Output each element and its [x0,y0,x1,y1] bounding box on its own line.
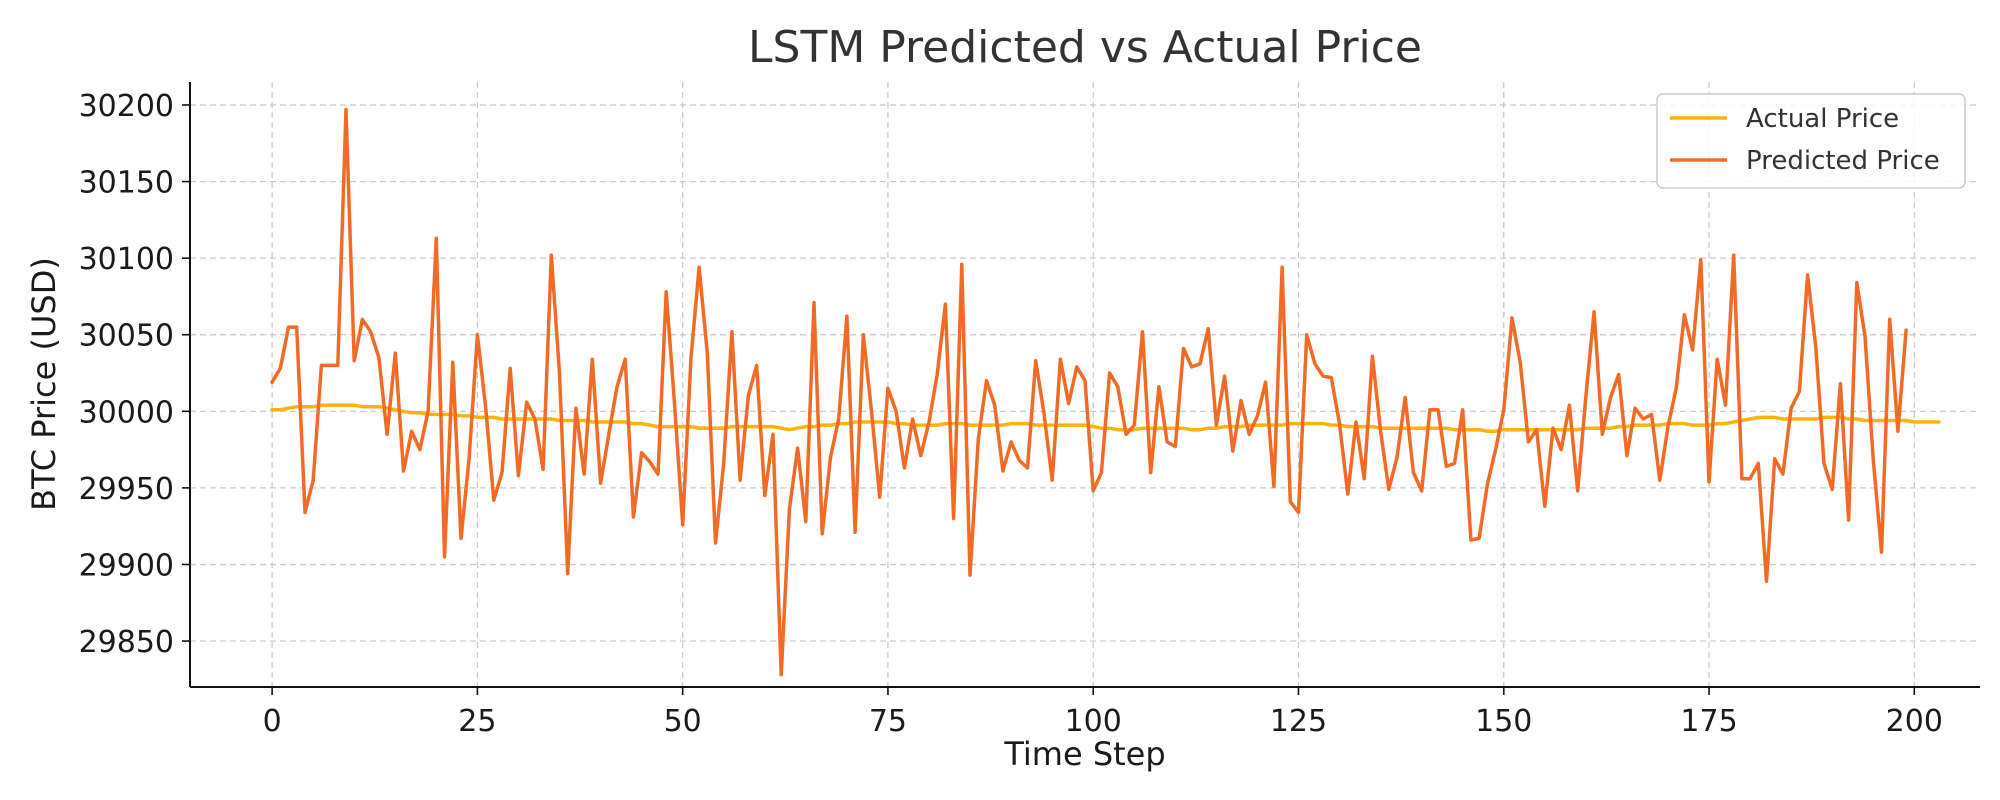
y-tick-label: 29850 [79,625,174,660]
x-tick-label: 150 [1475,704,1532,739]
predicted-price-line [270,107,1908,677]
y-tick-label: 30150 [79,166,174,201]
chart-title: LSTM Predicted vs Actual Price [748,22,1422,73]
legend: Actual Price Predicted Price [1656,93,1966,189]
y-tick-label: 29950 [79,472,174,507]
y-axis-ticks: 29850 29900 29950 30000 30050 30100 30150 30200 [79,89,190,660]
x-tick-label: 25 [458,704,496,739]
legend-label-predicted: Predicted Price [1746,146,1940,176]
x-tick-label: 0 [263,704,282,739]
y-tick-label: 30200 [79,89,174,124]
y-axis-label: BTC Price (USD) [25,257,63,511]
x-axis-ticks: 0 25 50 75 100 125 150 175 200 [263,687,1943,739]
x-tick-label: 50 [664,704,702,739]
legend-label-actual: Actual Price [1746,104,1899,134]
legend-frame [1656,93,1966,189]
x-tick-label: 100 [1065,704,1122,739]
x-axis-label: Time Step [1003,735,1165,773]
x-tick-label: 175 [1680,704,1737,739]
x-tick-label: 200 [1886,704,1943,739]
x-tick-label: 75 [869,704,907,739]
y-tick-label: 30100 [79,242,174,277]
y-tick-label: 30050 [79,319,174,354]
x-tick-label: 125 [1270,704,1327,739]
y-tick-label: 30000 [79,395,174,430]
y-tick-label: 29900 [79,548,174,583]
series-lines [270,107,1941,677]
